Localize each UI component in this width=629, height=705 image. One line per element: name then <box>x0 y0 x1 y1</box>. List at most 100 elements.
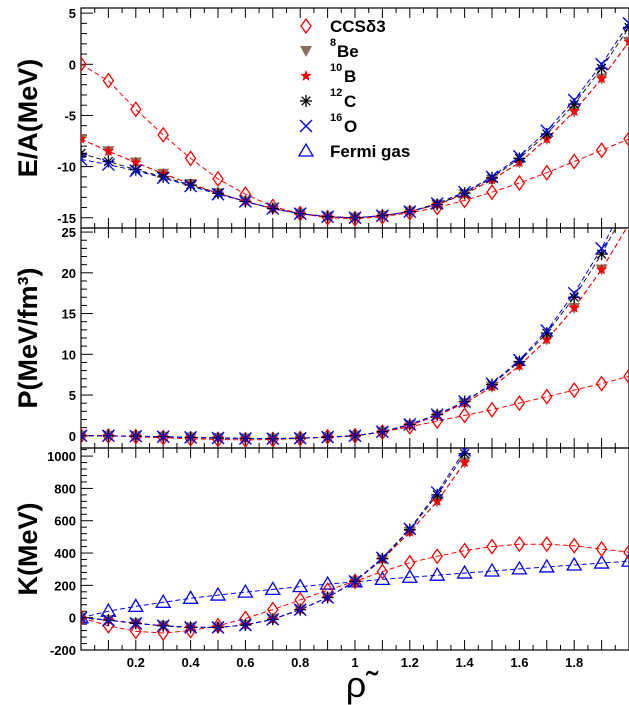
legend-item-be8: 8 Be <box>300 37 359 61</box>
y-axis-label: E/A(MeV) <box>13 59 43 178</box>
data-point-o16 <box>375 551 389 565</box>
data-point-o16 <box>184 179 198 193</box>
data-point-ccs <box>458 542 471 559</box>
data-point-c12 <box>431 198 444 211</box>
data-point-c12 <box>486 171 498 184</box>
x-tick-label: 0.4 <box>182 655 201 670</box>
data-point-o16 <box>266 202 280 216</box>
x-tick-label: 1.4 <box>456 655 475 670</box>
data-point-fermi <box>374 571 391 586</box>
plot-frame <box>80 447 629 651</box>
y-tick-label: 0 <box>69 57 76 72</box>
data-point-o16 <box>81 429 88 443</box>
data-point-fermi <box>237 583 254 598</box>
data-point-c12 <box>102 155 115 168</box>
data-point-b10 <box>102 145 115 157</box>
data-point-ccs <box>458 192 471 209</box>
series-group <box>81 448 629 642</box>
y-tick-label: 200 <box>54 578 76 593</box>
data-point-o16 <box>266 612 280 626</box>
data-point-o16 <box>238 431 252 445</box>
data-point-ccs <box>184 622 197 639</box>
data-point-ccs <box>486 401 498 418</box>
data-point-ccs <box>404 554 416 571</box>
data-point-o16 <box>321 430 335 444</box>
data-point-ccs <box>184 150 197 167</box>
data-point-b10 <box>625 228 627 229</box>
data-point-o16 <box>595 57 609 71</box>
data-point-c12 <box>513 355 526 368</box>
data-point-c12 <box>157 170 170 183</box>
legend-superscript: 10 <box>330 62 342 74</box>
data-point-o16 <box>293 431 307 445</box>
data-point-ccs <box>157 126 169 144</box>
y-tick-label: 25 <box>62 225 76 240</box>
data-point-o16 <box>623 189 629 201</box>
data-point-ccs <box>623 130 629 148</box>
data-point-ccs <box>541 388 553 405</box>
legend-label: O <box>344 117 357 136</box>
data-point-fermi <box>620 552 629 567</box>
legend-marker-c12 <box>300 95 312 107</box>
data-point-fermi <box>429 566 446 581</box>
data-point-ccs <box>81 56 87 73</box>
series-line-b10 <box>81 41 629 219</box>
y-tick-label: 20 <box>62 266 76 281</box>
data-point-o16 <box>156 171 170 185</box>
y-tick-label: 1000 <box>47 449 76 464</box>
data-point-o16 <box>129 164 143 178</box>
x-tick-label: 1.8 <box>565 655 583 670</box>
data-point-o16 <box>184 620 198 634</box>
data-point-o16 <box>403 417 417 431</box>
data-point-o16 <box>156 430 170 444</box>
data-point-fermi <box>566 556 583 571</box>
data-point-fermi <box>538 558 555 573</box>
data-point-b10 <box>568 105 580 117</box>
data-point-o16 <box>512 353 526 367</box>
data-point-c12 <box>513 152 526 165</box>
data-point-o16 <box>375 209 389 223</box>
data-point-ccs <box>130 101 142 118</box>
data-point-o16 <box>293 207 307 221</box>
legend-item-ccs: CCSδ3 <box>300 17 386 36</box>
data-point-o16 <box>101 158 115 172</box>
legend-superscript: 8 <box>330 37 336 49</box>
data-point-ccs <box>595 375 608 392</box>
data-point-o16 <box>567 93 581 107</box>
data-point-c12 <box>540 327 553 340</box>
legend-item-fermi: Fermi gas <box>297 142 410 161</box>
data-point-ccs <box>486 538 498 555</box>
legend-label: B <box>344 67 356 86</box>
data-point-ccs <box>431 548 443 565</box>
data-point-ccs <box>568 537 580 554</box>
data-point-ccs <box>431 199 443 216</box>
data-point-ccs <box>568 153 580 170</box>
series-line-c12 <box>81 453 466 628</box>
x-tick-label: 1.6 <box>510 655 528 670</box>
data-point-fermi <box>483 562 501 577</box>
data-point-ccs <box>541 536 553 553</box>
y-axis-label: P(MeV/fm³) <box>13 268 43 409</box>
data-point-ccs <box>623 368 629 385</box>
x-tick-label: 1 <box>351 655 358 670</box>
legend-label: Be <box>337 42 359 61</box>
data-point-fermi <box>182 589 199 604</box>
data-point-o16 <box>403 205 417 219</box>
data-point-b10 <box>595 263 608 275</box>
data-point-fermi <box>155 594 172 608</box>
data-point-c12 <box>458 187 471 200</box>
y-axis-label: K(MeV) <box>13 503 43 596</box>
data-point-ccs <box>486 184 498 201</box>
y-tick-label: -200 <box>50 643 76 658</box>
data-point-o16 <box>512 149 526 163</box>
legend-item-o16: 16 O <box>299 112 357 136</box>
y-tick-label: -15 <box>57 211 76 226</box>
legend-superscript: 16 <box>330 112 342 124</box>
data-point-fermi <box>127 598 144 613</box>
legend-marker-fermi <box>297 142 315 157</box>
panel-1: -15 -10 -5 0 5 E/A(MeV) <box>13 6 629 229</box>
data-point-o16 <box>458 448 472 457</box>
legend-superscript: 12 <box>330 87 342 99</box>
data-point-ccs <box>458 407 471 424</box>
y-tick-label: -5 <box>64 108 76 123</box>
